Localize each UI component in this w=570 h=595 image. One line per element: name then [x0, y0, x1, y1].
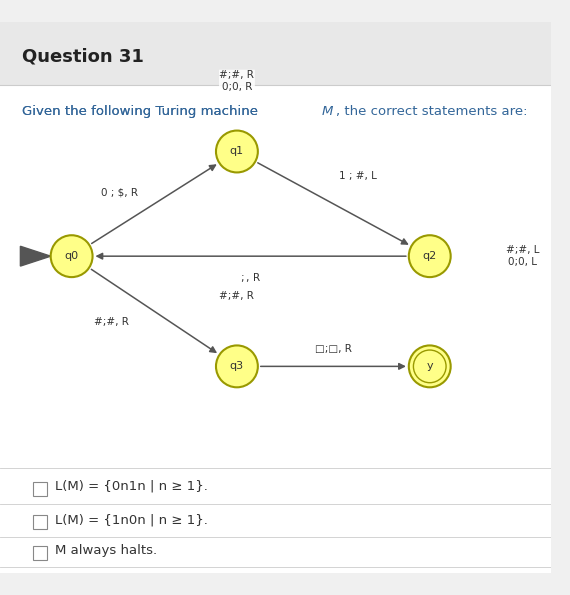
Circle shape	[409, 235, 451, 277]
Text: q0: q0	[64, 251, 79, 261]
Circle shape	[216, 346, 258, 387]
Text: #;#, R: #;#, R	[219, 291, 254, 301]
Text: L(M) = {1n0n | n ≥ 1}.: L(M) = {1n0n | n ≥ 1}.	[55, 513, 208, 526]
Text: #;#, R
0;0, R: #;#, R 0;0, R	[219, 70, 254, 92]
FancyBboxPatch shape	[33, 515, 47, 529]
Text: q2: q2	[422, 251, 437, 261]
Text: y: y	[426, 361, 433, 371]
Text: q1: q1	[230, 146, 244, 156]
Text: #;#, R: #;#, R	[93, 317, 128, 327]
Text: Question 31: Question 31	[22, 47, 144, 65]
Text: #;#, L
0;0, L: #;#, L 0;0, L	[506, 245, 539, 267]
FancyBboxPatch shape	[33, 546, 47, 560]
Text: L(M) = {0n1n | n ≥ 1}.: L(M) = {0n1n | n ≥ 1}.	[55, 480, 208, 493]
Polygon shape	[21, 246, 51, 266]
FancyBboxPatch shape	[33, 481, 47, 496]
Circle shape	[216, 130, 258, 173]
Text: M always halts.: M always halts.	[55, 544, 157, 558]
Circle shape	[51, 235, 92, 277]
Text: 0 ; $, R: 0 ; $, R	[101, 188, 138, 198]
Text: M: M	[321, 105, 333, 118]
Text: Given the following Turing machine: Given the following Turing machine	[22, 105, 262, 118]
Circle shape	[409, 346, 451, 387]
Text: , the correct statements are:: , the correct statements are:	[336, 105, 527, 118]
Text: □;□, R: □;□, R	[315, 344, 352, 354]
FancyBboxPatch shape	[0, 22, 551, 85]
Text: $ ; $, R: $ ; $, R	[240, 271, 261, 284]
Text: Given the following Turing machine: Given the following Turing machine	[22, 105, 262, 118]
FancyBboxPatch shape	[0, 22, 551, 573]
Text: q3: q3	[230, 361, 244, 371]
Text: 1 ; #, L: 1 ; #, L	[339, 171, 377, 181]
